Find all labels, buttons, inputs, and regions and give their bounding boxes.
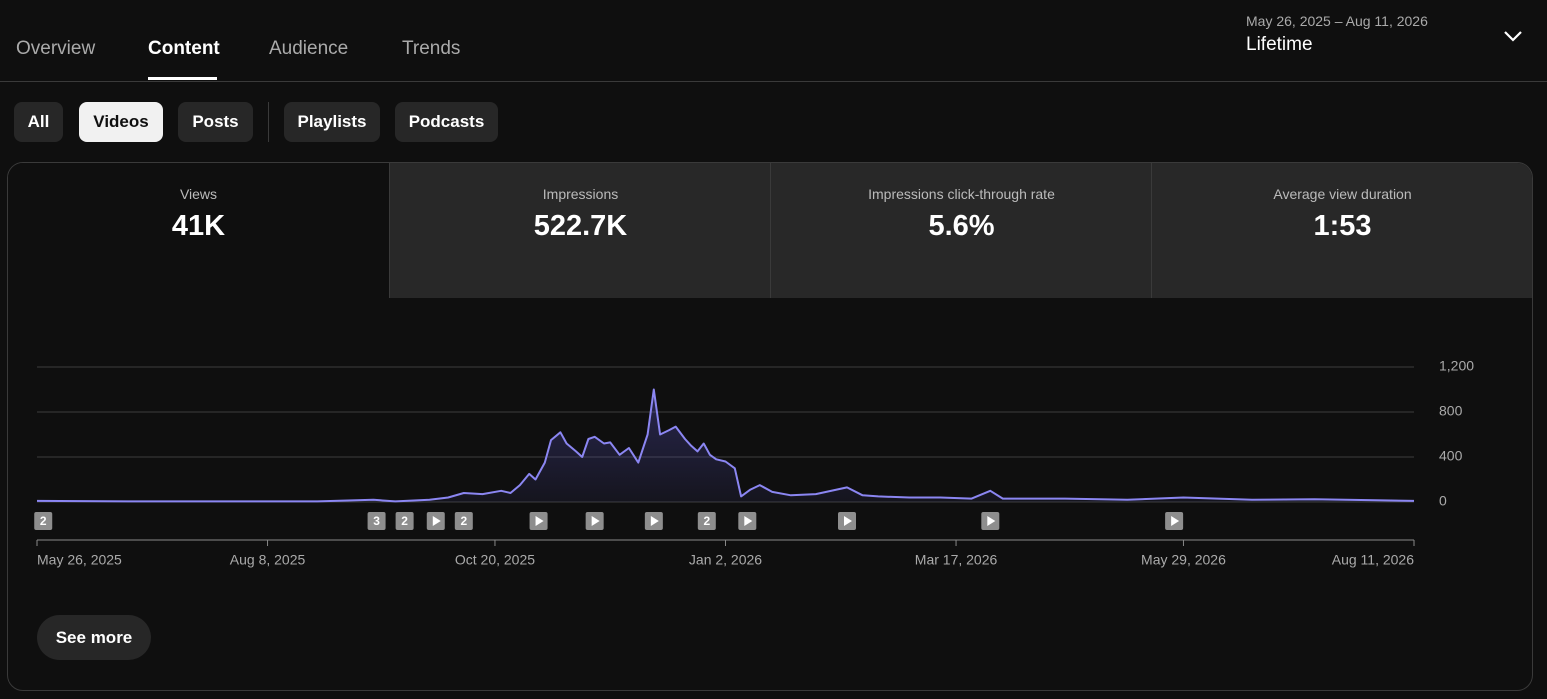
upload-marker	[454, 512, 473, 530]
play-icon	[744, 516, 753, 526]
chip-separator	[268, 102, 269, 142]
see-more-button[interactable]: See more	[37, 615, 151, 660]
play-icon	[535, 516, 544, 526]
y-tick-label: 1,200	[1439, 358, 1474, 374]
play-icon	[1171, 516, 1180, 526]
upload-marker	[367, 512, 386, 530]
x-tick-label: May 29, 2026	[1141, 552, 1226, 568]
play-icon	[987, 516, 996, 526]
x-tick-label: Aug 8, 2025	[230, 552, 306, 568]
filter-chip[interactable]: Podcasts	[395, 102, 498, 142]
period[interactable]: Lifetime	[1246, 34, 1313, 55]
x-tick-label: Oct 20, 2025	[455, 552, 535, 568]
upload-marker	[697, 512, 716, 530]
dropdown-chevron[interactable]	[1502, 27, 1524, 45]
metric-value: 1:53	[1313, 210, 1372, 242]
play-icon	[591, 516, 600, 526]
x-tick-label: Aug 11, 2026	[1332, 552, 1414, 568]
filter-chip[interactable]: Videos	[79, 102, 163, 142]
analytics-card: Views 41K Impressions 522.7K Impressions cli…	[7, 162, 1533, 691]
marker-count: 2	[460, 514, 467, 528]
play-icon	[432, 516, 441, 526]
y-tick-label: 400	[1439, 448, 1463, 464]
play-icon	[650, 516, 659, 526]
nav-tab[interactable]: Overview	[16, 38, 96, 59]
marker-count: 2	[40, 514, 47, 528]
divider	[0, 81, 1547, 82]
metric-value: 522.7K	[533, 210, 628, 242]
metric-label: Views	[179, 186, 218, 202]
metric-tab[interactable]: Views 41K	[8, 163, 389, 298]
play-icon	[844, 516, 852, 526]
marker-count: 2	[703, 514, 710, 528]
filter-chip[interactable]: All	[14, 102, 63, 142]
x-tick-label: May 26, 2025	[37, 552, 122, 568]
y-tick-label: 800	[1439, 403, 1463, 419]
nav-tab[interactable]: Audience	[269, 38, 349, 59]
metric-value: 5.6%	[928, 210, 995, 242]
line	[36, 388, 1415, 503]
metric-tab[interactable]: Impressions 522.7K	[389, 163, 771, 298]
upload-marker	[395, 512, 414, 530]
filter-chip[interactable]: Playlists	[284, 102, 380, 142]
nav-tab[interactable]: Content	[148, 38, 220, 59]
upload-marker	[34, 512, 53, 530]
marker-count: 2	[401, 514, 408, 528]
metric-tab[interactable]: Impressions click-through rate 5.6%	[770, 163, 1152, 298]
nav-tab[interactable]: Trends	[402, 38, 461, 59]
date-range: May 26, 2025 – Aug 11, 2026	[1246, 13, 1428, 29]
metric-label: Impressions	[542, 186, 619, 202]
y-tick-label: 0	[1439, 493, 1447, 509]
tab-underline	[148, 77, 217, 80]
x-tick-label: Mar 17, 2026	[915, 552, 998, 568]
metric-label: Impressions click-through rate	[868, 186, 1055, 202]
metric-tab[interactable]: Average view duration 1:53	[1151, 163, 1532, 298]
metric-label: Average view duration	[1273, 186, 1412, 202]
x-tick-label: Jan 2, 2026	[689, 552, 762, 568]
area	[37, 389, 1414, 502]
filter-chip[interactable]: Posts	[178, 102, 253, 142]
metric-value: 41K	[171, 210, 226, 242]
marker-count: 3	[373, 514, 380, 528]
